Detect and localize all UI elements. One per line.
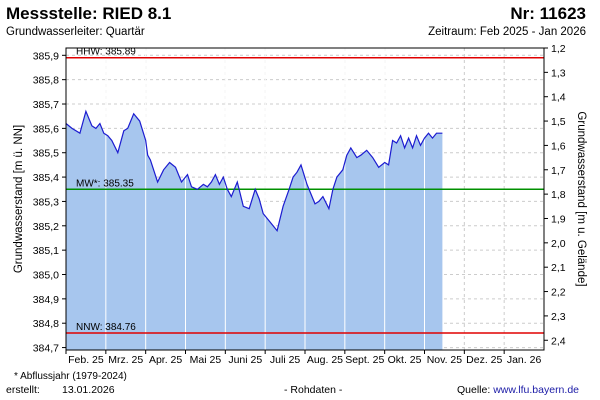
ytick-label-left-0: 385,9 xyxy=(33,50,59,62)
ytick-label-right-12: 2,4 xyxy=(551,335,566,347)
ytick-label-right-4: 1,6 xyxy=(551,140,566,152)
ytick-label-left-9: 385,0 xyxy=(33,270,59,282)
ylabel-left: Grundwasserstand [m ü. NN] xyxy=(13,125,25,273)
xtick-label-11: Jan. 26 xyxy=(507,354,542,366)
ytick-label-left-6: 385,3 xyxy=(33,196,59,208)
xtick-label-7: Sept. 25 xyxy=(345,354,384,366)
xtick-label-4: Juni 25 xyxy=(228,354,262,366)
ytick-label-left-1: 385,8 xyxy=(33,75,59,87)
xtick-label-1: Mrz. 25 xyxy=(108,354,143,366)
ytick-label-right-10: 2,2 xyxy=(551,287,566,299)
station-title: Messstelle: RIED 8.1 xyxy=(6,4,172,23)
ytick-label-right-1: 1,3 xyxy=(551,67,566,79)
tick-labels-layer: 385,9 385,8 385,7 385,6 385,5 385,4 385,3 385,2… xyxy=(13,43,587,366)
xtick-label-8: Okt. 25 xyxy=(388,354,422,366)
ytick-label-left-8: 385,1 xyxy=(33,245,59,257)
ytick-label-right-11: 2,3 xyxy=(551,311,566,323)
xtick-label-10: Dez. 25 xyxy=(466,354,502,366)
ytick-label-left-7: 385,2 xyxy=(33,221,59,233)
ytick-label-left-4: 385,5 xyxy=(33,148,59,160)
reference-label-1: MW*: 385.35 xyxy=(76,178,134,189)
source-link[interactable]: www.lfu.bayern.de xyxy=(493,384,579,396)
footnote-abflussjahr: * Abflussjahr (1979-2024) xyxy=(14,371,127,382)
xtick-label-6: Aug. 25 xyxy=(307,354,343,366)
reference-label-2: NNW: 384.76 xyxy=(76,322,136,333)
source-label: Quelle: xyxy=(457,384,491,396)
xtick-label-9: Nov. 25 xyxy=(427,354,463,366)
series-line xyxy=(65,109,443,233)
source: Quelle: www.lfu.bayern.de xyxy=(457,384,579,396)
ytick-label-right-3: 1,5 xyxy=(551,116,566,128)
ytick-label-right-7: 1,9 xyxy=(551,213,566,225)
area-layer xyxy=(66,111,443,350)
period-label: Zeitraum: Feb 2025 - Jan 2026 xyxy=(428,26,586,38)
ytick-label-left-10: 384,9 xyxy=(33,294,59,306)
ytick-label-left-11: 384,8 xyxy=(33,318,59,330)
axis-layer xyxy=(62,47,548,354)
station-number: Nr: 11623 xyxy=(510,4,586,23)
ytick-label-left-2: 385,7 xyxy=(33,99,59,111)
ytick-label-right-9: 2,1 xyxy=(551,262,566,274)
ylabel-right: Grundwasserstand [m u. Gelände] xyxy=(575,111,587,286)
created-date: 13.01.2026 xyxy=(62,384,115,396)
xtick-label-0: Feb. 25 xyxy=(68,354,104,366)
series-line-layer xyxy=(65,109,443,233)
ytick-label-right-0: 1,2 xyxy=(551,43,566,55)
ytick-label-left-3: 385,6 xyxy=(33,123,59,135)
reference-lines-layer: HHW: 385.89 MW*: 385.35 NNW: 384.76 xyxy=(66,47,544,334)
ytick-label-right-6: 1,8 xyxy=(551,189,566,201)
reference-label-0: HHW: 385.89 xyxy=(76,47,136,58)
raw-data-label: - Rohdaten - xyxy=(284,384,343,396)
series-area xyxy=(66,111,443,350)
ytick-label-right-8: 2,0 xyxy=(551,238,566,250)
xtick-label-3: Mai 25 xyxy=(190,354,222,366)
xtick-label-2: Apr. 25 xyxy=(149,354,182,366)
created-label: erstellt: xyxy=(6,384,40,396)
ytick-label-left-5: 385,4 xyxy=(33,172,59,184)
month-lines-layer xyxy=(105,48,425,350)
ytick-label-right-2: 1,4 xyxy=(551,92,566,104)
xtick-label-5: Juli 25 xyxy=(270,354,301,366)
ytick-label-right-5: 1,7 xyxy=(551,165,566,177)
ytick-label-left-12: 384,7 xyxy=(33,343,59,355)
aquifer-label: Grundwasserleiter: Quartär xyxy=(6,26,145,38)
